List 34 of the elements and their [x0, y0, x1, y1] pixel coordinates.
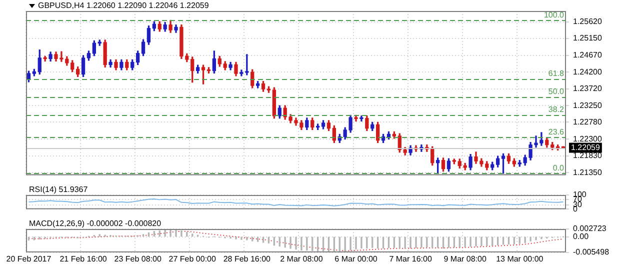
y-tick-label: 0.00: [573, 232, 590, 241]
y-tick-label: 1.24670: [573, 50, 602, 60]
x-tick-label: 27 Feb 00:00: [168, 254, 216, 264]
line-series: [28, 230, 564, 252]
x-tick-label: 28 Feb 16:00: [223, 254, 272, 264]
annotation: 100.0: [544, 10, 565, 20]
x-tick-label: 20 Feb 2017: [6, 254, 52, 264]
chart-title: MACD(12,26,9) -0.000002 -0.000820: [29, 219, 162, 228]
y-tick-label: 1.25150: [573, 34, 602, 43]
y-tick-label: 1.21350: [573, 168, 602, 177]
ref-line-label: 1.22059: [571, 142, 600, 152]
y-tick-label: -0.005498: [573, 248, 610, 257]
x-tick-label: 7 Mar 16:00: [389, 254, 432, 264]
annotation: 38.2: [548, 105, 565, 114]
y-tick-label: 1.22780: [573, 117, 602, 126]
chart-title: GBPUSD,H4 1.22060 1.22090 1.22046 1.22059: [38, 1, 210, 10]
annotation: 61.8: [548, 69, 565, 78]
x-tick-label: 6 Mar 00:00: [334, 254, 378, 264]
x-tick-label: 21 Feb 16:00: [60, 254, 108, 264]
y-tick-label: 1.23250: [573, 100, 602, 110]
x-tick-label: 2 Mar 08:00: [280, 254, 324, 264]
y-tick-label: 1.25620: [573, 17, 602, 26]
y-tick-label: 1.23720: [573, 84, 602, 94]
annotation: 50.0: [548, 87, 565, 96]
y-tick-label: 1.22300: [573, 134, 602, 144]
y-tick-label: 1.24200: [573, 67, 602, 76]
x-tick-label: 23 Feb 08:00: [114, 254, 162, 264]
y-tick-label: 0.002723: [573, 224, 607, 234]
x-tick-label: 9 Mar 08:00: [444, 254, 487, 264]
annotation: 23.6: [548, 128, 565, 137]
annotation: 0.0: [552, 164, 565, 173]
x-tick-label: 13 Mar 00:00: [496, 254, 544, 264]
y-tick-label: 1.21830: [573, 150, 602, 160]
chart-title: RSI(14) 51.9367: [29, 185, 88, 194]
